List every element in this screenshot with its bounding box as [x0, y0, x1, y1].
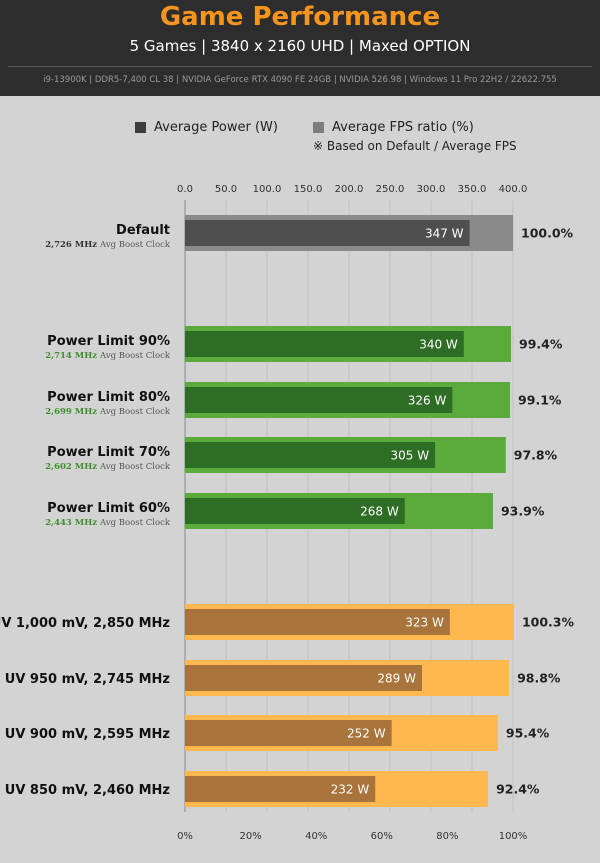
power-data-label: 326 W: [408, 394, 447, 408]
header-banner: Game Performance 5 Games | 3840 x 2160 U…: [0, 0, 600, 96]
boost-clock-label: 2,443 MHz Avg Boost Clock: [45, 518, 171, 528]
category-label: Power Limit 60%: [47, 501, 170, 516]
top-axis-tick-label: 400.0: [499, 184, 528, 195]
top-axis-tick-label: 0.0: [177, 184, 193, 195]
category-label: UV 950 mV, 2,745 MHz: [5, 672, 170, 687]
power-data-label: 268 W: [360, 505, 399, 519]
boost-clock-suffix: Avg Boost Clock: [99, 518, 171, 528]
power-data-label: 347 W: [425, 227, 464, 241]
legend-power-label: Average Power (W): [154, 120, 278, 135]
legend-power: Average Power (W): [135, 120, 278, 135]
fps-data-label: 93.9%: [501, 504, 545, 519]
fps-data-label: 92.4%: [496, 782, 540, 797]
power-bar: [185, 387, 453, 413]
bottom-axis-tick-label: 100%: [499, 831, 528, 842]
boost-clock-suffix: Avg Boost Clock: [99, 351, 171, 361]
boost-clock-value: 2,443 MHz: [45, 518, 100, 528]
top-axis-tick-label: 200.0: [335, 184, 364, 195]
test-system-specs: i9-13900K | DDR5-7,400 CL 38 | NVIDIA Ge…: [43, 75, 557, 85]
fps-data-label: 98.8%: [517, 671, 561, 686]
fps-data-label: 97.8%: [514, 448, 558, 463]
boost-clock-suffix: Avg Boost Clock: [99, 240, 171, 250]
header-divider: [8, 66, 592, 67]
boost-clock-value: 2,726 MHz: [45, 240, 100, 250]
legend-fps: Average FPS ratio (%): [313, 120, 474, 135]
power-bar: [185, 331, 464, 357]
page-title: Game Performance: [159, 2, 441, 32]
power-bar: [185, 498, 405, 524]
category-label: Power Limit 80%: [47, 390, 170, 405]
legend-note: ※ Based on Default / Average FPS: [313, 139, 517, 153]
top-axis-tick-label: 150.0: [294, 184, 323, 195]
power-bar: [185, 776, 376, 802]
boost-clock-suffix: Avg Boost Clock: [99, 462, 171, 472]
boost-clock-value: 2,714 MHz: [45, 351, 100, 361]
power-bar: [185, 220, 470, 246]
top-axis-tick-label: 300.0: [417, 184, 446, 195]
category-label: UV 850 mV, 2,460 MHz: [5, 783, 170, 798]
legend-power-swatch: [135, 122, 146, 133]
power-bar: [185, 720, 392, 746]
boost-clock-value: 2,699 MHz: [45, 407, 100, 417]
bottom-axis-tick-label: 0%: [177, 831, 193, 842]
boost-clock-label: 2,726 MHz Avg Boost Clock: [45, 240, 171, 250]
power-bar: [185, 665, 422, 691]
power-bar: [185, 609, 450, 635]
category-label: Default: [116, 223, 170, 238]
category-label: Power Limit 90%: [47, 334, 170, 349]
power-data-label: 305 W: [391, 449, 430, 463]
boost-clock-label: 2,714 MHz Avg Boost Clock: [45, 351, 171, 361]
bottom-axis-tick-label: 80%: [436, 831, 458, 842]
page-subtitle: 5 Games | 3840 x 2160 UHD | Maxed OPTION: [129, 37, 471, 55]
boost-clock-suffix: Avg Boost Clock: [99, 407, 171, 417]
fps-data-label: 99.4%: [519, 337, 563, 352]
top-axis-tick-label: 350.0: [458, 184, 487, 195]
bottom-axis-tick-label: 40%: [305, 831, 327, 842]
power-data-label: 252 W: [347, 727, 386, 741]
power-data-label: 340 W: [419, 338, 458, 352]
category-label: Power Limit 70%: [47, 445, 170, 460]
top-axis-tick-label: 100.0: [253, 184, 282, 195]
top-axis-tick-label: 50.0: [215, 184, 237, 195]
fps-data-label: 99.1%: [518, 393, 562, 408]
fps-data-label: 95.4%: [506, 726, 550, 741]
fps-data-label: 100.0%: [521, 226, 574, 241]
power-bar: [185, 442, 436, 468]
category-label: UV 900 mV, 2,595 MHz: [5, 727, 170, 742]
top-axis-tick-label: 250.0: [376, 184, 405, 195]
power-data-label: 323 W: [405, 616, 444, 630]
bottom-axis-tick-label: 60%: [371, 831, 393, 842]
bottom-axis-tick-label: 20%: [239, 831, 261, 842]
power-data-label: 232 W: [331, 783, 370, 797]
legend-fps-swatch: [313, 122, 324, 133]
boost-clock-label: 2,602 MHz Avg Boost Clock: [45, 462, 171, 472]
boost-clock-label: 2,699 MHz Avg Boost Clock: [45, 407, 171, 417]
power-data-label: 289 W: [377, 672, 416, 686]
boost-clock-value: 2,602 MHz: [45, 462, 100, 472]
category-label: UV 1,000 mV, 2,850 MHz: [0, 616, 170, 631]
legend-fps-label: Average FPS ratio (%): [332, 120, 474, 135]
fps-data-label: 100.3%: [522, 615, 575, 630]
